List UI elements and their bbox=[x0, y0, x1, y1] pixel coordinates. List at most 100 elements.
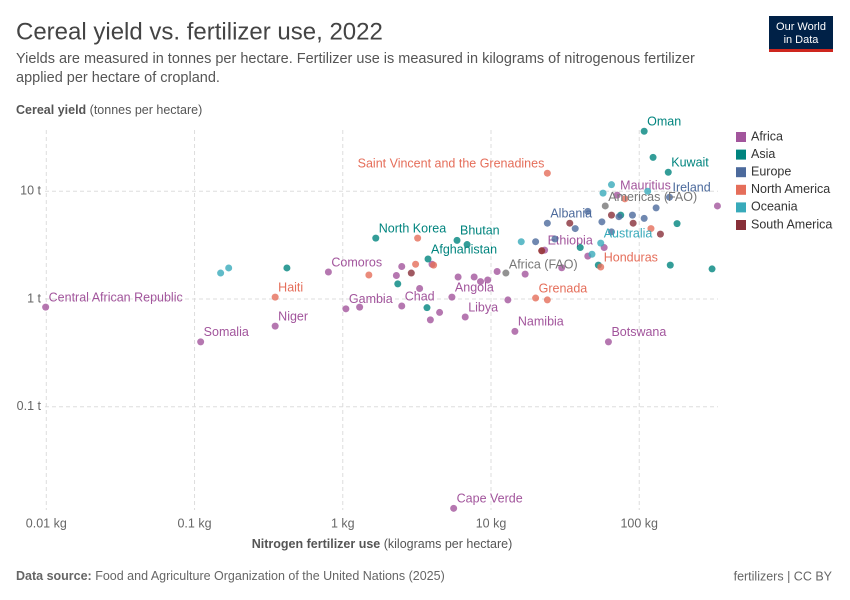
point bbox=[607, 181, 615, 189]
point-label: Oman bbox=[647, 115, 681, 129]
point-label: Comoros bbox=[331, 255, 382, 269]
aggregate-point bbox=[601, 202, 609, 210]
point bbox=[511, 327, 519, 335]
point bbox=[454, 273, 462, 281]
point bbox=[543, 219, 551, 227]
point bbox=[521, 270, 529, 278]
x-unit: (kilograms per hectare) bbox=[384, 537, 513, 551]
legend-swatch bbox=[736, 202, 746, 213]
point bbox=[271, 293, 279, 301]
point bbox=[436, 308, 444, 316]
y-axis-label: Cereal yield (tonnes per hectare) bbox=[16, 103, 202, 117]
y-tick-label: 1 t bbox=[27, 291, 41, 305]
point bbox=[394, 280, 402, 288]
point-label: Haiti bbox=[278, 280, 303, 294]
credit: fertilizers | CC BY bbox=[734, 569, 833, 583]
point-label: Saint Vincent and the Grenadines bbox=[358, 156, 545, 170]
point bbox=[424, 255, 432, 263]
point bbox=[412, 260, 420, 268]
point bbox=[644, 187, 652, 195]
logo-stripe bbox=[769, 49, 833, 52]
point-label: Somalia bbox=[204, 325, 249, 339]
point bbox=[430, 261, 438, 269]
point-label: Bhutan bbox=[460, 224, 500, 238]
point bbox=[628, 211, 636, 219]
point bbox=[484, 276, 492, 284]
point bbox=[597, 239, 605, 247]
legend-swatch bbox=[736, 167, 746, 178]
logo-text: Our World bbox=[776, 21, 826, 33]
point bbox=[461, 313, 469, 321]
point bbox=[453, 236, 461, 244]
point-label: North Korea bbox=[379, 221, 446, 235]
legend-swatch bbox=[736, 132, 746, 142]
point bbox=[407, 269, 415, 277]
point bbox=[571, 225, 579, 233]
point bbox=[576, 244, 584, 252]
point-label: Namibia bbox=[518, 315, 564, 329]
source: Data source: Food and Agriculture Organi… bbox=[16, 569, 445, 583]
source-label: Data source: bbox=[16, 569, 92, 583]
chart-title: Cereal yield vs. fertilizer use, 2022 bbox=[16, 18, 383, 45]
point bbox=[665, 193, 673, 201]
point bbox=[656, 230, 664, 238]
point bbox=[271, 322, 279, 330]
point bbox=[197, 338, 205, 346]
point bbox=[584, 207, 592, 215]
y-unit: (tonnes per hectare) bbox=[90, 103, 203, 117]
point bbox=[543, 296, 551, 304]
point bbox=[673, 220, 681, 228]
point bbox=[463, 241, 471, 249]
point bbox=[324, 268, 332, 276]
point-label: Honduras bbox=[604, 250, 658, 264]
point bbox=[493, 267, 501, 275]
point bbox=[543, 169, 551, 177]
point-label: Ethiopia bbox=[548, 233, 593, 247]
point-label: Australia bbox=[604, 226, 653, 240]
legend-swatch bbox=[736, 220, 746, 230]
point-label: Albania bbox=[550, 206, 592, 220]
aggregate-label: Africa (FAO) bbox=[509, 257, 578, 271]
legend-swatch bbox=[736, 149, 746, 160]
legend-label: Africa bbox=[751, 129, 783, 143]
point bbox=[217, 269, 225, 277]
source-text: Food and Agriculture Organization of the… bbox=[95, 569, 445, 583]
point bbox=[423, 304, 431, 312]
point bbox=[283, 264, 291, 272]
point bbox=[666, 261, 674, 269]
point bbox=[708, 265, 716, 273]
point bbox=[477, 278, 485, 286]
point-label: Libya bbox=[468, 300, 498, 314]
point-label: Botswana bbox=[611, 325, 666, 339]
point bbox=[640, 127, 648, 135]
point bbox=[621, 195, 629, 203]
point bbox=[647, 225, 655, 233]
point-label: Central African Republic bbox=[49, 290, 183, 304]
point bbox=[450, 504, 458, 512]
point bbox=[504, 296, 512, 304]
point bbox=[713, 202, 721, 210]
chart-subtitle: Yields are measured in tonnes per hectar… bbox=[16, 51, 695, 86]
point bbox=[629, 219, 637, 227]
aggregate-point bbox=[502, 269, 510, 277]
legend-label: North America bbox=[751, 182, 830, 196]
point bbox=[448, 293, 456, 301]
point bbox=[607, 211, 615, 219]
point-label: Kuwait bbox=[671, 156, 709, 170]
point bbox=[42, 303, 50, 311]
point bbox=[613, 191, 621, 199]
y-label: Cereal yield bbox=[16, 103, 86, 117]
point bbox=[365, 271, 373, 279]
point bbox=[392, 272, 400, 280]
logo-box bbox=[769, 16, 833, 52]
point bbox=[604, 338, 612, 346]
point-label: Chad bbox=[405, 289, 435, 303]
point bbox=[398, 302, 406, 310]
point bbox=[558, 264, 566, 272]
point-label: Niger bbox=[278, 309, 308, 323]
aggregate-label: Americas (FAO) bbox=[608, 190, 697, 204]
point bbox=[597, 263, 605, 271]
legend-label: Europe bbox=[751, 164, 791, 178]
